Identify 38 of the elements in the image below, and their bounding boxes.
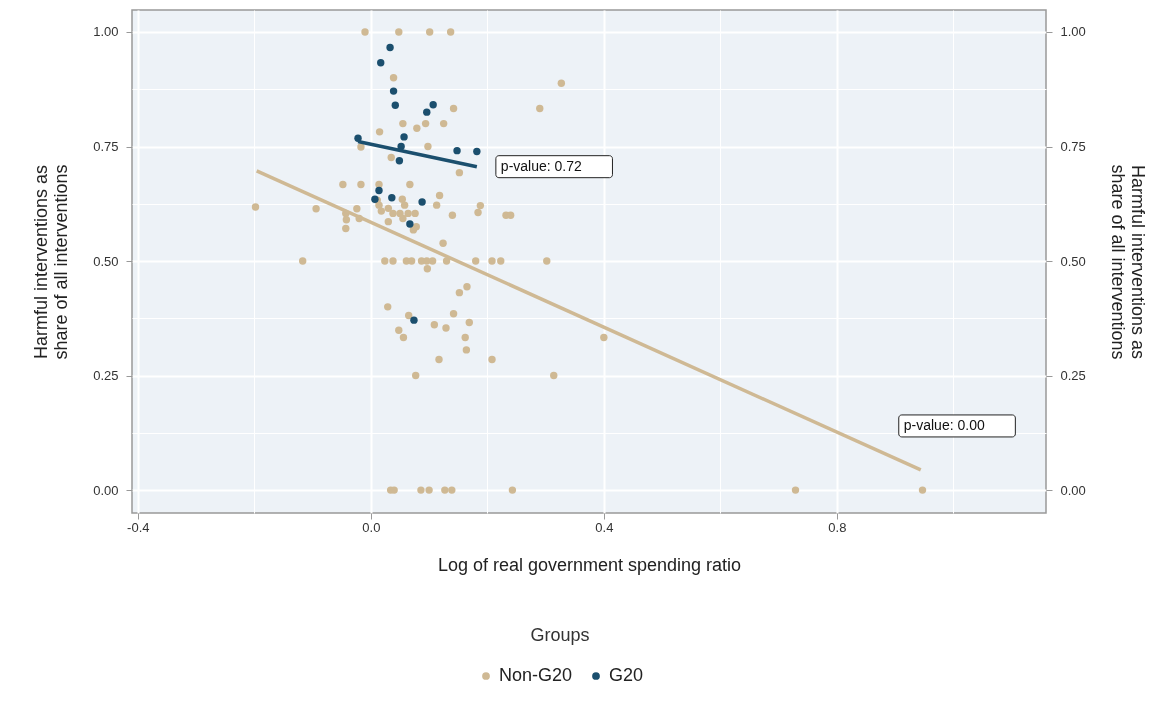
point bbox=[377, 58, 385, 67]
annotation: p-value: 0.00 bbox=[903, 416, 985, 433]
legend-title: Groups bbox=[530, 625, 590, 645]
point bbox=[389, 87, 398, 95]
x-axis-title: Log of real government spending ratio bbox=[437, 554, 742, 575]
x-tick-label: 0.8 bbox=[828, 519, 847, 535]
y2-tick-label: 0.75 bbox=[1060, 139, 1086, 155]
y2-tick-label: 0.50 bbox=[1060, 253, 1086, 269]
point bbox=[395, 157, 404, 165]
x-tick-label: 0.0 bbox=[362, 519, 381, 535]
y2-tick-label: 1.00 bbox=[1060, 24, 1086, 40]
point bbox=[418, 198, 426, 206]
point bbox=[388, 194, 396, 202]
point bbox=[375, 186, 383, 195]
x-tick-label: 0.4 bbox=[595, 519, 614, 535]
y2-tick-label: 0.25 bbox=[1060, 368, 1086, 384]
point bbox=[386, 43, 394, 52]
y2-axis-title: Harmful interventions as share of all interventions bbox=[1107, 164, 1148, 360]
point bbox=[410, 316, 418, 324]
legend-label: Non-G20 bbox=[499, 665, 573, 685]
point bbox=[391, 101, 400, 109]
annotation: p-value: 0.72 bbox=[500, 157, 583, 174]
x-tick-label: -0.4 bbox=[127, 519, 150, 535]
y-tick-label: 0.25 bbox=[93, 368, 119, 384]
y-tick-label: 0.00 bbox=[93, 482, 119, 498]
y-tick-label: 0.50 bbox=[93, 253, 119, 269]
point bbox=[473, 147, 481, 156]
y-axis-title: Harmful interventions as share of all interventions bbox=[31, 164, 72, 360]
legend-label: G20 bbox=[609, 665, 644, 685]
y-tick-label: 0.75 bbox=[93, 139, 119, 155]
y-tick-label: 1.00 bbox=[93, 24, 119, 40]
point bbox=[406, 220, 414, 228]
point bbox=[354, 134, 362, 142]
point bbox=[400, 133, 408, 141]
point bbox=[429, 101, 437, 109]
point bbox=[453, 146, 461, 155]
y2-tick-label: 0.00 bbox=[1060, 482, 1086, 498]
point bbox=[423, 108, 431, 116]
